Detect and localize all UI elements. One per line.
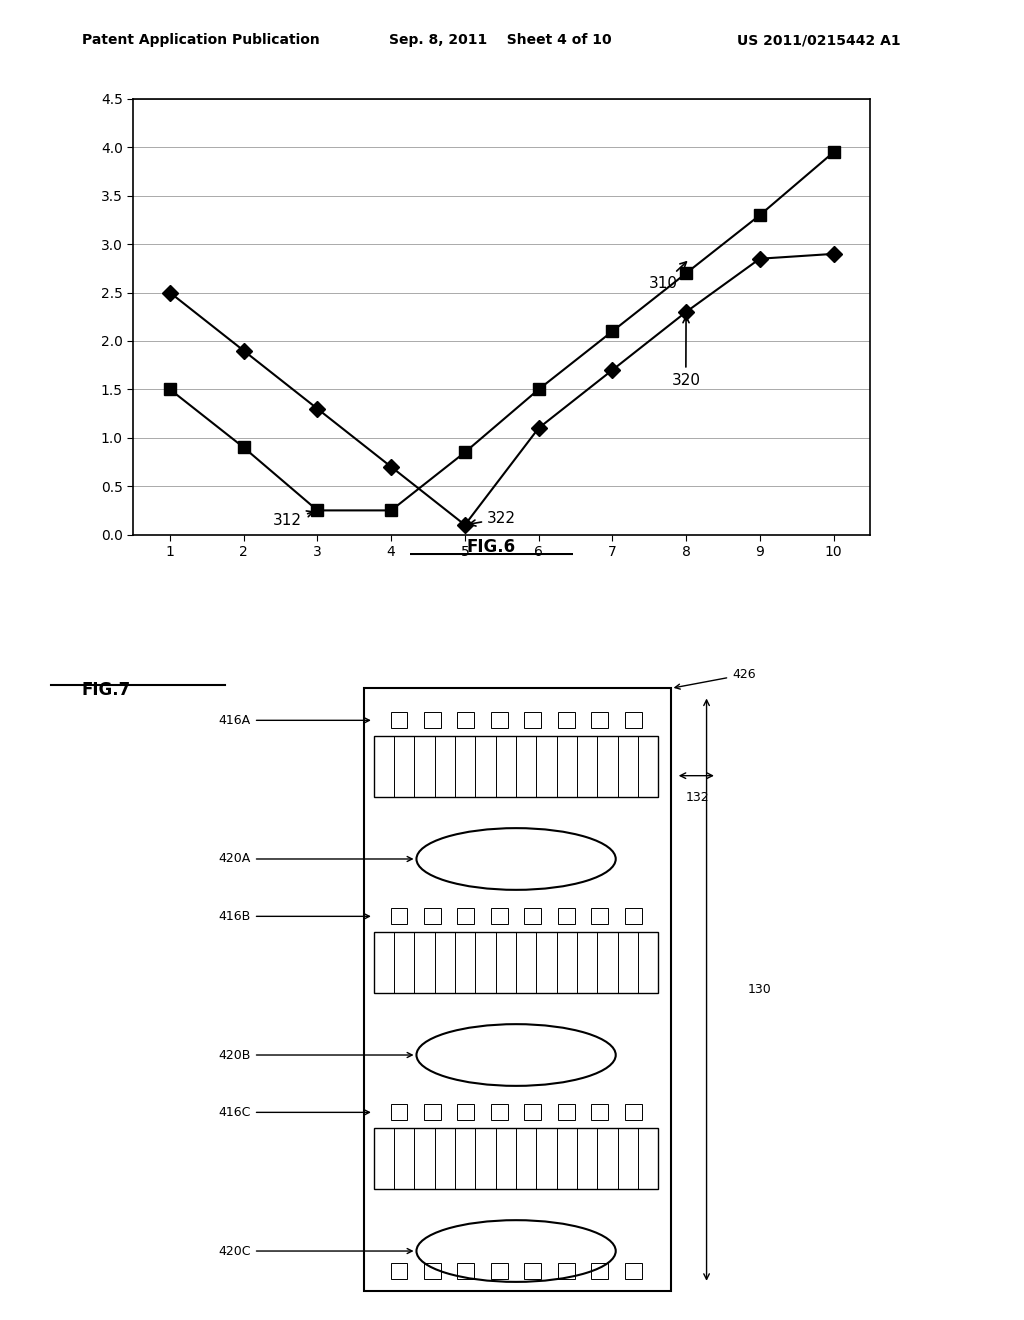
Bar [592, 1105, 608, 1121]
Text: 322: 322 [469, 511, 516, 527]
Bar [458, 1105, 474, 1121]
Text: FIG.6: FIG.6 [467, 537, 516, 556]
Bar [390, 1263, 408, 1279]
Text: 132: 132 [686, 791, 710, 804]
Bar [458, 908, 474, 924]
Bar [625, 908, 642, 924]
Bar [374, 1127, 658, 1189]
Text: 130: 130 [748, 983, 771, 997]
Bar [490, 1263, 508, 1279]
Bar [524, 908, 542, 924]
Bar [424, 908, 440, 924]
Bar [490, 1105, 508, 1121]
Bar [558, 908, 574, 924]
Bar [558, 1263, 574, 1279]
Text: 416B: 416B [219, 909, 370, 923]
Bar [490, 908, 508, 924]
Bar [374, 735, 658, 797]
Bar [524, 1105, 542, 1121]
Bar [625, 1263, 642, 1279]
Bar [390, 713, 408, 729]
Text: 420B: 420B [218, 1048, 412, 1061]
Text: 310: 310 [649, 261, 686, 290]
Text: 416C: 416C [218, 1106, 370, 1119]
Bar [374, 932, 658, 993]
Text: 426: 426 [675, 668, 756, 689]
Text: US 2011/0215442 A1: US 2011/0215442 A1 [737, 33, 901, 48]
Text: FIG.7: FIG.7 [82, 681, 131, 700]
Bar [592, 908, 608, 924]
Bar [625, 713, 642, 729]
Bar [390, 908, 408, 924]
Text: Patent Application Publication: Patent Application Publication [82, 33, 319, 48]
Bar [424, 713, 440, 729]
Bar [625, 1105, 642, 1121]
Bar [458, 713, 474, 729]
Bar [524, 713, 542, 729]
Text: 320: 320 [672, 317, 700, 388]
Bar [458, 1263, 474, 1279]
Bar [524, 1263, 542, 1279]
Text: 416A: 416A [219, 714, 370, 727]
Bar [364, 689, 671, 1291]
Text: 420A: 420A [219, 853, 412, 866]
Bar [424, 1263, 440, 1279]
Text: 420C: 420C [218, 1245, 412, 1258]
Bar [558, 713, 574, 729]
Text: Sep. 8, 2011    Sheet 4 of 10: Sep. 8, 2011 Sheet 4 of 10 [389, 33, 611, 48]
Text: 312: 312 [273, 511, 313, 528]
Bar [592, 713, 608, 729]
Bar [490, 713, 508, 729]
Bar [424, 1105, 440, 1121]
Bar [592, 1263, 608, 1279]
Bar [558, 1105, 574, 1121]
Bar [390, 1105, 408, 1121]
